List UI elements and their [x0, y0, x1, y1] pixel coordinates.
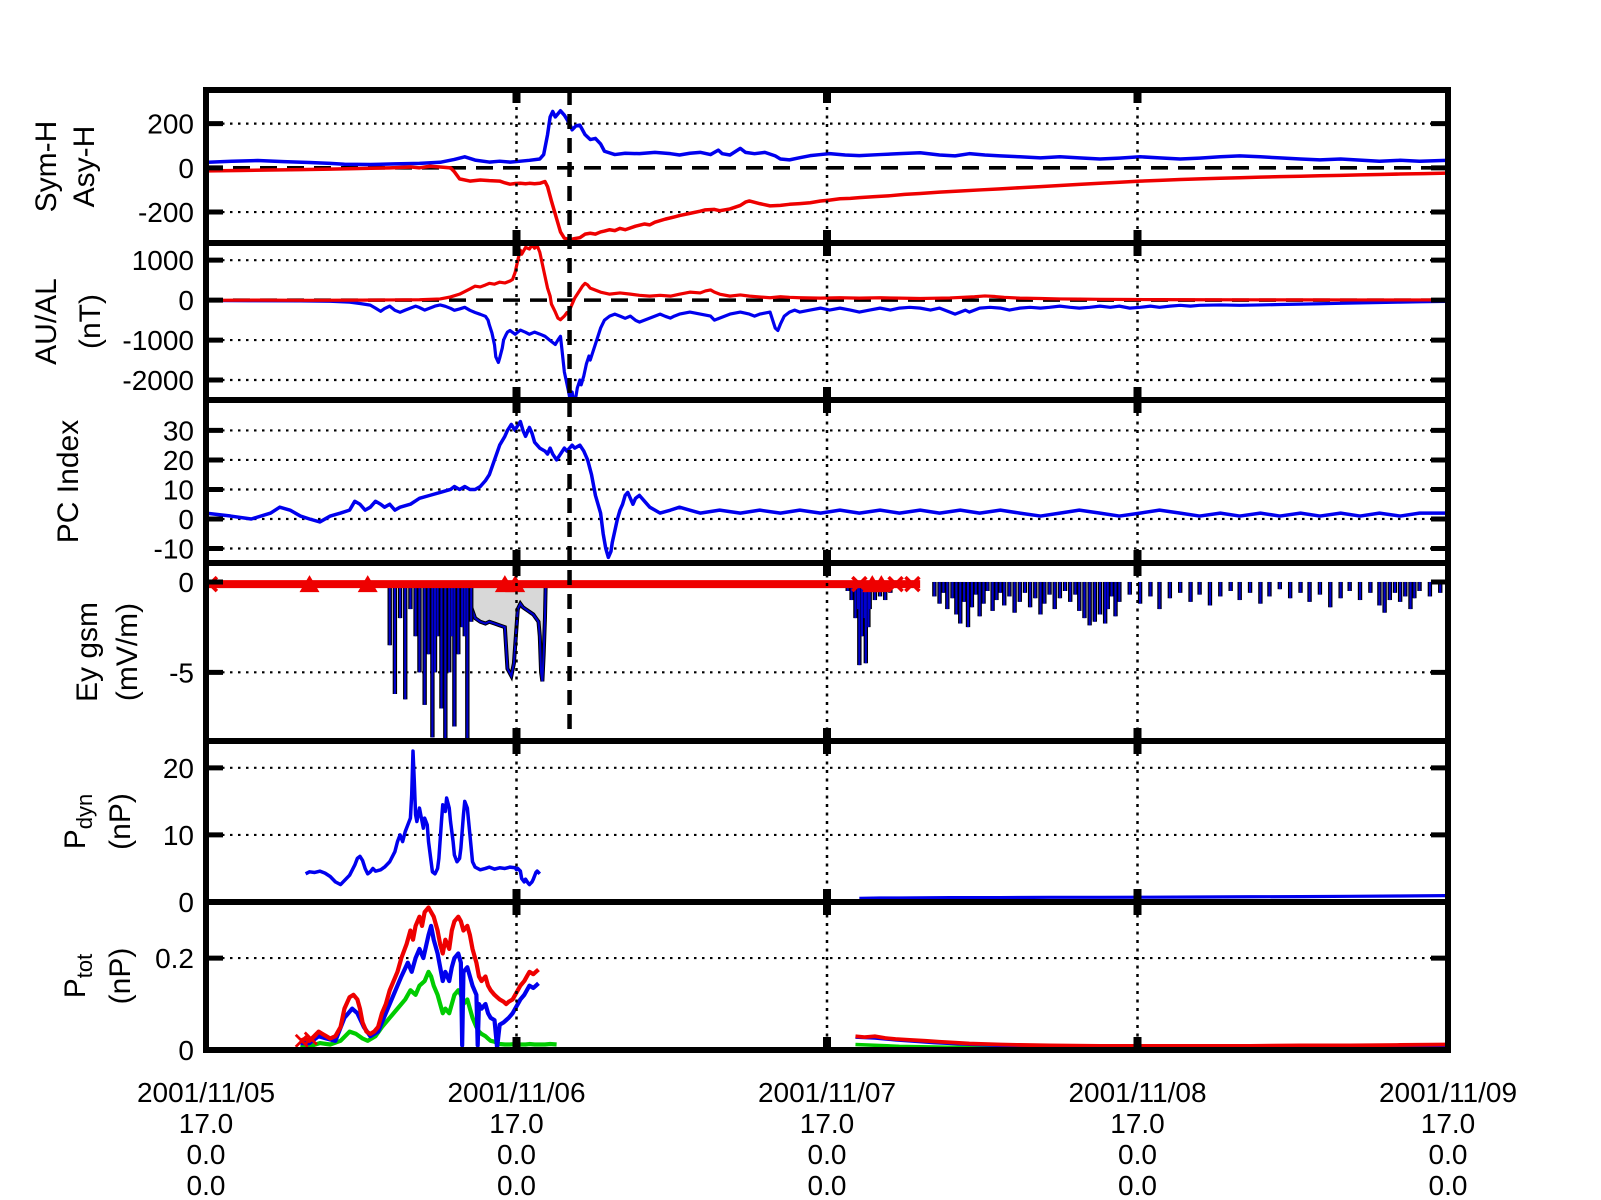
y-axis-title: Pdyn [59, 794, 97, 850]
y-tick-label: -1000 [122, 325, 194, 356]
x-tick-date-label: 2001/11/05 [137, 1077, 275, 1108]
y-tick-label: 0 [178, 153, 194, 184]
x-marker [851, 575, 868, 593]
panel-series-pc-index [208, 419, 1446, 560]
y-axis-title: Ptot [59, 954, 97, 998]
x-marker [904, 575, 921, 593]
y-axis-title: Sym-H [30, 121, 63, 213]
y-axis-title: (nT) [74, 294, 107, 349]
y-axis-title: (nP) [104, 793, 137, 850]
y-tick-label: 0 [178, 285, 194, 316]
series-pc [208, 419, 1446, 560]
series-ey-shade-left [469, 581, 546, 682]
x-tick-row-label: 0.0 [808, 1170, 847, 1200]
y-tick-label: 20 [163, 445, 194, 476]
panel-series-p-dyn [304, 749, 1446, 900]
y-tick-label: 10 [163, 820, 194, 851]
x-tick-row-label: 0.0 [1118, 1139, 1157, 1170]
x-tick-row-label: 17.0 [489, 1108, 544, 1139]
y-axis-title: (nP) [104, 948, 137, 1005]
y-tick-label: -200 [138, 197, 194, 228]
series-sym-h [208, 164, 1446, 241]
y-tick-label: 30 [163, 415, 194, 446]
panel-series-ey-gsm [208, 575, 1443, 739]
triangle-marker [357, 575, 378, 593]
y-tick-label: 1000 [132, 245, 194, 276]
series-ptot-green [300, 969, 557, 1048]
x-tick-row-label: 0.0 [187, 1170, 226, 1200]
x-marker [294, 1033, 309, 1048]
x-tick-row-label: 17.0 [800, 1108, 855, 1139]
series-pdyn-recovery [859, 894, 1446, 900]
y-axis-title: (mV/m) [111, 603, 144, 701]
y-tick-label: 0.2 [155, 943, 194, 974]
x-tick-row-label: 17.0 [179, 1108, 234, 1139]
triangle-marker [505, 575, 526, 593]
panel-series-sym-asy [208, 109, 1446, 241]
series-asy-h [208, 109, 1446, 167]
y-tick-label: 0 [178, 887, 194, 918]
y-tick-label: 0 [178, 1035, 194, 1066]
series-ptot-red-recovery [855, 1034, 1446, 1048]
y-tick-label: 0 [178, 504, 194, 535]
triangle-marker [871, 575, 892, 593]
panel-series-au-al [208, 245, 1446, 398]
x-tick-row-label: 0.0 [1118, 1170, 1157, 1200]
y-tick-label: -5 [169, 657, 194, 688]
y-axis-title: Ey gsm [71, 602, 104, 702]
x-tick-date-label: 2001/11/08 [1068, 1077, 1206, 1108]
triangle-marker [299, 575, 320, 593]
x-tick-row-label: 17.0 [1110, 1108, 1165, 1139]
y-tick-label: -10 [154, 534, 194, 565]
y-axis-title: AU/AL [30, 278, 63, 365]
series-al [208, 298, 1446, 398]
x-tick-row-label: 0.0 [1429, 1139, 1468, 1170]
x-tick-row-label: 0.0 [808, 1139, 847, 1170]
y-tick-label: 0 [178, 567, 194, 598]
x-tick-row-label: 0.0 [497, 1139, 536, 1170]
x-tick-date-label: 2001/11/09 [1379, 1077, 1517, 1108]
x-tick-row-label: 0.0 [1429, 1170, 1468, 1200]
x-tick-row-label: 0.0 [187, 1139, 226, 1170]
series-au [208, 245, 1446, 322]
y-tick-label: -2000 [122, 365, 194, 396]
x-marker [303, 1031, 318, 1046]
x-tick-row-label: 17.0 [1421, 1108, 1476, 1139]
x-marker [887, 575, 904, 593]
series-ey-shade-left-trace [468, 587, 547, 682]
x-tick-date-label: 2001/11/06 [447, 1077, 585, 1108]
x-tick-date-label: 2001/11/07 [758, 1077, 896, 1108]
y-tick-label: 10 [163, 474, 194, 505]
y-axis-title: PC Index [52, 420, 85, 543]
series-pdyn-storm [304, 749, 542, 887]
y-tick-label: 20 [163, 753, 194, 784]
x-tick-row-label: 0.0 [497, 1170, 536, 1200]
y-tick-label: 200 [147, 109, 194, 140]
y-axis-title: Asy-H [68, 126, 101, 208]
series-ptot-red [299, 905, 540, 1043]
